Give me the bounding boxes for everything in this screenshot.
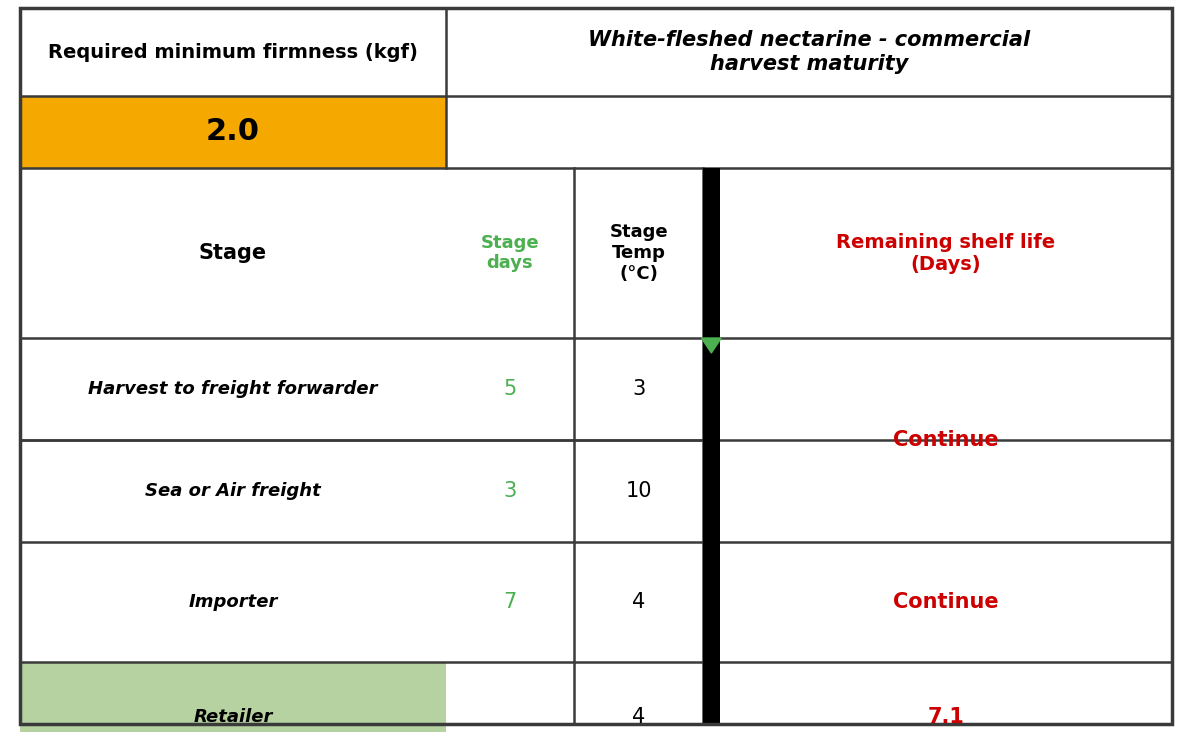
Bar <box>575 542 703 662</box>
Text: Sea or Air freight: Sea or Air freight <box>145 482 321 500</box>
Bar <box>575 662 703 732</box>
Bar <box>20 338 446 440</box>
Bar <box>446 338 575 440</box>
Text: White-fleshed nectarine - commercial
harvest maturity: White-fleshed nectarine - commercial har… <box>588 31 1030 74</box>
Bar <box>575 168 703 338</box>
Bar <box>575 440 703 542</box>
Text: Stage
days: Stage days <box>480 234 539 272</box>
Text: 10: 10 <box>625 481 651 501</box>
Text: 4: 4 <box>632 707 645 727</box>
Bar <box>575 338 703 440</box>
Text: Stage: Stage <box>198 243 267 263</box>
Bar <box>720 168 1172 338</box>
Text: Required minimum firmness (kgf): Required minimum firmness (kgf) <box>48 42 418 61</box>
Text: Remaining shelf life
(Days): Remaining shelf life (Days) <box>837 233 1055 274</box>
Bar <box>20 440 446 542</box>
Text: 7: 7 <box>504 592 517 612</box>
Text: 5: 5 <box>504 379 517 399</box>
Bar <box>20 542 446 662</box>
Bar <box>446 168 575 338</box>
Bar <box>446 662 575 732</box>
Text: 4: 4 <box>632 592 645 612</box>
Bar <box>720 662 1172 732</box>
Bar <box>446 542 575 662</box>
Bar <box>720 338 1172 542</box>
Bar <box>720 338 1172 440</box>
Bar <box>720 542 1172 662</box>
Bar <box>20 96 446 168</box>
Bar <box>20 662 446 732</box>
Text: 2.0: 2.0 <box>205 118 260 146</box>
Polygon shape <box>701 338 721 353</box>
Text: Continue: Continue <box>893 592 998 612</box>
Bar <box>703 168 720 724</box>
Text: Stage
Temp
(°C): Stage Temp (°C) <box>609 223 668 283</box>
Text: 3: 3 <box>504 481 517 501</box>
Text: Harvest to freight forwarder: Harvest to freight forwarder <box>88 380 378 398</box>
Text: Continue: Continue <box>893 430 998 450</box>
Bar <box>720 440 1172 542</box>
Bar <box>20 8 446 96</box>
Bar <box>446 8 1172 168</box>
Text: Retailer: Retailer <box>194 708 273 726</box>
Text: 7.1: 7.1 <box>927 707 964 727</box>
Bar <box>446 440 575 542</box>
Bar <box>20 168 446 338</box>
Text: Importer: Importer <box>188 593 277 611</box>
Text: 3: 3 <box>632 379 645 399</box>
